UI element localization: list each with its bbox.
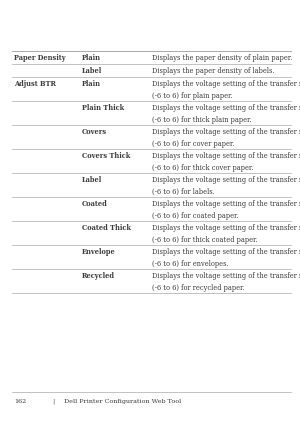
- Text: Recycled: Recycled: [82, 272, 115, 280]
- Text: Displays the voltage setting of the transfer roller: Displays the voltage setting of the tran…: [152, 104, 300, 112]
- Text: Plain: Plain: [82, 80, 101, 88]
- Text: Plain: Plain: [82, 54, 101, 62]
- Text: Plain Thick: Plain Thick: [82, 104, 124, 112]
- Text: (-6 to 6) for coated paper.: (-6 to 6) for coated paper.: [152, 212, 238, 220]
- Text: Label: Label: [82, 67, 102, 75]
- Text: Displays the voltage setting of the transfer roller: Displays the voltage setting of the tran…: [152, 224, 300, 232]
- Text: Coated Thick: Coated Thick: [82, 224, 131, 232]
- Text: Displays the voltage setting of the transfer roller: Displays the voltage setting of the tran…: [152, 248, 300, 256]
- Text: 162: 162: [14, 399, 26, 404]
- Text: Paper Density: Paper Density: [14, 54, 66, 62]
- Text: Displays the voltage setting of the transfer roller: Displays the voltage setting of the tran…: [152, 272, 300, 280]
- Text: Adjust BTR: Adjust BTR: [14, 80, 56, 88]
- Text: (-6 to 6) for labels.: (-6 to 6) for labels.: [152, 188, 215, 196]
- Text: (-6 to 6) for cover paper.: (-6 to 6) for cover paper.: [152, 140, 235, 148]
- Text: (-6 to 6) for plain paper.: (-6 to 6) for plain paper.: [152, 92, 232, 100]
- Text: Displays the voltage setting of the transfer roller: Displays the voltage setting of the tran…: [152, 128, 300, 136]
- Text: Displays the voltage setting of the transfer roller: Displays the voltage setting of the tran…: [152, 80, 300, 88]
- Text: (-6 to 6) for thick cover paper.: (-6 to 6) for thick cover paper.: [152, 164, 254, 172]
- Text: (-6 to 6) for envelopes.: (-6 to 6) for envelopes.: [152, 260, 229, 268]
- Text: |: |: [52, 399, 54, 405]
- Text: (-6 to 6) for recycled paper.: (-6 to 6) for recycled paper.: [152, 284, 244, 292]
- Text: (-6 to 6) for thick plain paper.: (-6 to 6) for thick plain paper.: [152, 116, 252, 124]
- Text: Covers Thick: Covers Thick: [82, 152, 130, 160]
- Text: Displays the paper density of labels.: Displays the paper density of labels.: [152, 67, 274, 75]
- Text: (-6 to 6) for thick coated paper.: (-6 to 6) for thick coated paper.: [152, 236, 258, 244]
- Text: Displays the voltage setting of the transfer roller: Displays the voltage setting of the tran…: [152, 176, 300, 184]
- Text: Displays the voltage setting of the transfer roller: Displays the voltage setting of the tran…: [152, 200, 300, 208]
- Text: Envelope: Envelope: [82, 248, 116, 256]
- Text: Covers: Covers: [82, 128, 107, 136]
- Text: Displays the paper density of plain paper.: Displays the paper density of plain pape…: [152, 54, 292, 62]
- Text: Coated: Coated: [82, 200, 108, 208]
- Text: Label: Label: [82, 176, 102, 184]
- Text: Displays the voltage setting of the transfer roller: Displays the voltage setting of the tran…: [152, 152, 300, 160]
- Text: Dell Printer Configuration Web Tool: Dell Printer Configuration Web Tool: [64, 399, 181, 404]
